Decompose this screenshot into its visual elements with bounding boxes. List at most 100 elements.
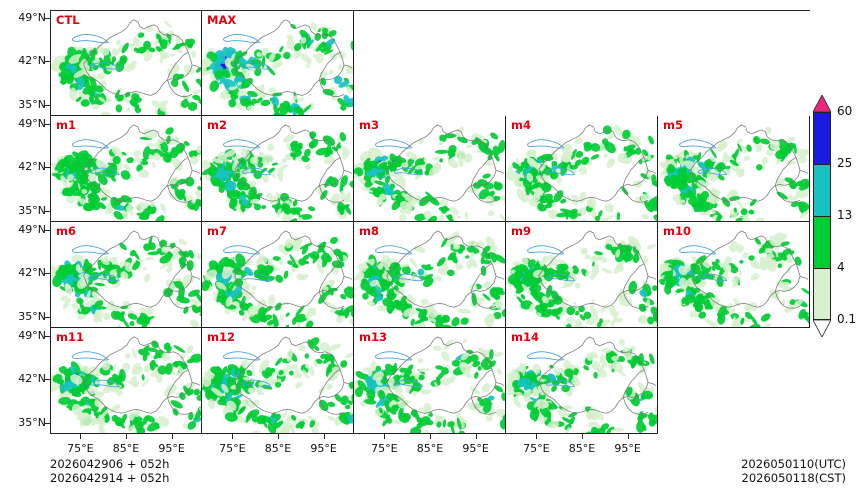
- panel-row: m1 m2 m3: [50, 116, 810, 222]
- precipitation-field: [354, 231, 505, 327]
- y-axis-tick-label: 42°N: [18, 160, 46, 174]
- colorbar-tick-label: 13: [837, 208, 853, 222]
- precipitation-map: [506, 222, 657, 327]
- panel-map-svg: [51, 116, 201, 221]
- panel-m7[interactable]: m7: [202, 222, 354, 328]
- footer-init-times: 2026042906 + 052h 2026042914 + 052h: [50, 457, 169, 485]
- panel-map-svg: [354, 328, 505, 433]
- panel-label: m1: [56, 118, 76, 132]
- colorbar-band: [813, 112, 831, 164]
- x-axis-tick-mark: [80, 434, 82, 439]
- y-axis-tick-label: 49°N: [18, 10, 46, 24]
- panel-map-svg: [354, 222, 505, 327]
- y-axis-tick-mark: [45, 210, 50, 212]
- panel-m3[interactable]: m3: [354, 116, 506, 222]
- precipitation-map: [354, 222, 505, 327]
- panel-m10[interactable]: m10: [658, 222, 810, 328]
- panel-empty-slot: [354, 10, 506, 116]
- panel-m11[interactable]: m11: [50, 328, 202, 434]
- rivers-and-lakes: [527, 245, 576, 282]
- y-axis-tick-mark: [45, 422, 50, 424]
- x-axis-tick-label: 85°E: [112, 442, 140, 455]
- precipitation-map: [506, 116, 657, 221]
- rivers-and-lakes: [72, 34, 120, 70]
- x-axis-tick-mark: [232, 434, 234, 439]
- footer-left-line-2: 2026042914 + 052h: [50, 471, 170, 485]
- x-axis-tick-mark: [171, 434, 173, 439]
- y-axis-tick-label: 49°N: [18, 116, 46, 130]
- precipitation-field: [658, 232, 809, 327]
- precipitation-field: [202, 21, 353, 115]
- x-axis-tick-label: 85°E: [264, 442, 292, 455]
- y-axis-tick-label: 35°N: [18, 203, 46, 217]
- y-axis-tick-mark: [45, 17, 50, 19]
- colorbar-band: [813, 216, 831, 268]
- x-axis-tick-mark: [126, 434, 127, 439]
- panel-map-svg: [202, 328, 353, 433]
- panel-m1[interactable]: m1: [50, 116, 202, 222]
- y-axis-tick-mark: [45, 273, 50, 275]
- x-axis-tick-mark: [323, 434, 325, 439]
- precipitation-map: [202, 328, 353, 433]
- precipitation-field: [354, 338, 505, 433]
- rivers-and-lakes: [72, 139, 120, 176]
- panel-label: m8: [359, 224, 379, 238]
- x-axis-tick-mark: [475, 434, 477, 439]
- colorbar-tick-label: 0.1: [837, 312, 857, 326]
- y-axis-tick-mark: [45, 104, 50, 106]
- footer-left-line-1: 2026042906 + 052h: [50, 457, 170, 471]
- colorbar-tick-label: 4: [837, 260, 845, 274]
- precipitation-map: [202, 116, 353, 221]
- x-axis-tick-label: 95°E: [614, 442, 641, 455]
- panel-max[interactable]: MAX: [202, 10, 354, 116]
- rivers-and-lakes: [223, 351, 272, 388]
- panel-label: m9: [511, 224, 531, 238]
- province-boundaries: [538, 230, 657, 309]
- precipitation-map: [354, 328, 505, 433]
- panel-m9[interactable]: m9: [506, 222, 658, 328]
- panel-label: m2: [207, 118, 227, 132]
- panel-row: CTL MAX: [50, 10, 810, 116]
- colorbar-tick-label: 60: [837, 104, 853, 118]
- colorbar-tick-label: 25: [837, 156, 853, 170]
- precipitation-field: [506, 124, 657, 221]
- panel-map-svg: [506, 222, 657, 327]
- panel-m4[interactable]: m4: [506, 116, 658, 222]
- panel-row: m11 m12 m13: [50, 328, 810, 434]
- panel-label: m4: [511, 118, 531, 132]
- panel-map-svg: [202, 222, 353, 327]
- panel-grid: CTL MAX m1: [50, 10, 810, 434]
- province-boundaries: [386, 336, 505, 415]
- x-axis-tick-mark: [384, 434, 386, 439]
- y-axis-tick-label: 42°N: [18, 372, 46, 386]
- panel-m6[interactable]: m6: [50, 222, 202, 328]
- panel-m5[interactable]: m5: [658, 116, 810, 222]
- precipitation-field: [51, 340, 201, 433]
- footer-right-line-2: 2026050118(CST): [741, 471, 847, 485]
- colorbar: [813, 95, 831, 337]
- precipitation-field: [659, 126, 809, 221]
- province-boundaries: [386, 230, 505, 309]
- footer-right-line-1: 2026050110(UTC): [741, 457, 846, 471]
- panel-m13[interactable]: m13: [354, 328, 506, 434]
- y-axis-tick-mark: [45, 335, 50, 337]
- precipitation-field: [202, 236, 353, 327]
- panel-m8[interactable]: m8: [354, 222, 506, 328]
- y-axis-tick-label: 42°N: [18, 266, 46, 280]
- rivers-and-lakes: [223, 245, 272, 282]
- panel-label: m3: [359, 118, 379, 132]
- y-axis-tick-label: 49°N: [18, 328, 46, 342]
- precipitation-field: [202, 131, 353, 221]
- panel-m2[interactable]: m2: [202, 116, 354, 222]
- rivers-and-lakes: [679, 245, 728, 282]
- precipitation-map: [202, 222, 353, 327]
- rivers-and-lakes: [223, 139, 272, 176]
- rivers-and-lakes: [72, 351, 120, 388]
- y-axis-tick-label: 42°N: [18, 54, 46, 68]
- precipitation-field: [51, 127, 201, 221]
- panel-m14[interactable]: m14: [506, 328, 658, 434]
- x-axis-tick-label: 75°E: [523, 442, 550, 455]
- panel-m12[interactable]: m12: [202, 328, 354, 434]
- panel-ctl[interactable]: CTL: [50, 10, 202, 116]
